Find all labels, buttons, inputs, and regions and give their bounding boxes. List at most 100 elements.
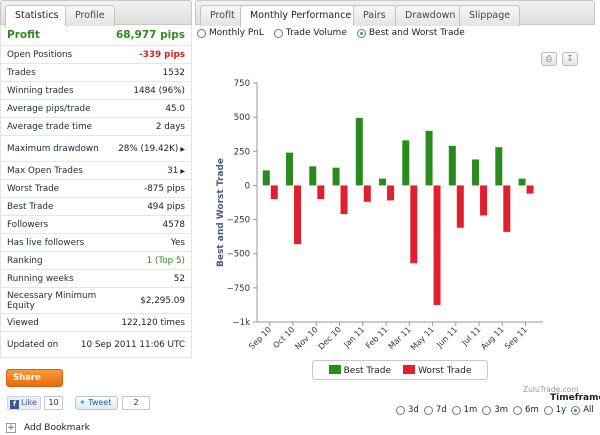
mode-best-worst-trade[interactable]: Best and Worst Trade (356, 28, 465, 38)
stat-label: Followers (7, 219, 49, 230)
timeframe-radio[interactable] (513, 405, 523, 415)
stat-label: Maximum drawdown (7, 143, 99, 154)
tab-slippage[interactable]: Slippage (459, 5, 521, 26)
stat-value: 10 Sep 2011 11:06 UTC (80, 339, 185, 350)
tweet-label: Tweet (88, 398, 112, 407)
bar-worst-trade (363, 185, 371, 202)
bookmark-label: Add Bookmark (24, 423, 90, 433)
facebook-like-button[interactable]: f Like (7, 396, 41, 410)
timeframe-radio[interactable] (543, 405, 553, 415)
tab-pairs[interactable]: Pairs (353, 5, 396, 26)
stat-value-wrap: Yes (171, 238, 185, 248)
stat-value-wrap: $2,295.09 (140, 296, 185, 306)
expand-arrow-icon[interactable]: ▶ (180, 145, 185, 153)
stat-label: Viewed (7, 317, 39, 328)
stat-value-wrap: 1532 (163, 68, 185, 78)
timeframe-option-label: 6m (525, 405, 539, 415)
chart-panel: Profit Monthly Performance Pairs Drawdow… (195, 0, 600, 435)
add-bookmark-link[interactable]: + Add Bookmark (6, 423, 90, 433)
stat-label: Worst Trade (7, 183, 60, 194)
print-icon[interactable]: ⎙ (541, 52, 557, 66)
timeframe-all[interactable]: All (571, 405, 594, 415)
radio-best-worst-trade[interactable] (356, 28, 366, 38)
timeframe-3d[interactable]: 3d (396, 405, 419, 415)
x-tick-label: Feb 11 (364, 325, 389, 350)
stat-label: Open Positions (7, 49, 73, 60)
stat-row: Necessary Minimum Equity $2,295.09 (1, 288, 191, 314)
timeframe-6m[interactable]: 6m (513, 405, 539, 415)
mode-label: Monthly PnL (209, 28, 264, 38)
y-tick-label: 750 (234, 79, 250, 89)
mode-monthly-pnl[interactable]: Monthly PnL (197, 28, 264, 38)
y-tick-label: −1k (233, 318, 251, 328)
stat-value-wrap: 2 days (156, 122, 185, 132)
stat-label: Has live followers (7, 237, 85, 248)
mode-label: Best and Worst Trade (368, 28, 465, 38)
expand-arrow-icon[interactable]: ▶ (180, 167, 185, 175)
stat-row: Average pips/trade 45.0 (1, 100, 191, 118)
timeframe-radio[interactable] (451, 405, 461, 415)
like-label: Like (21, 398, 37, 407)
bar-best-trade (332, 167, 340, 186)
statistics-table: Profit 68,977 pips Open Positions -339 pips… (0, 25, 192, 358)
tab-drawdown[interactable]: Drawdown (395, 5, 466, 26)
legend-item-worst[interactable]: Worst Trade (403, 364, 472, 376)
best-worst-trade-chart: 750 500 250 0 −250 −500 −750 −1k Best and Worst … (216, 79, 543, 352)
tab-profit[interactable]: Profit (200, 5, 245, 26)
mode-trade-volume[interactable]: Trade Volume (273, 28, 347, 38)
stat-label: Max Open Trades (7, 165, 83, 176)
timeframe-3m[interactable]: 3m (482, 405, 508, 415)
y-tick-label: 0 (245, 181, 250, 191)
facebook-icon: f (10, 400, 19, 409)
stat-value-wrap: 122,120 times (121, 318, 185, 328)
timeframe-1y[interactable]: 1y (543, 405, 566, 415)
stat-row[interactable]: Max Open Trades 31 ▶ (1, 162, 191, 180)
timeframe-label: Timeframe (550, 393, 600, 403)
left-tab-bar: Statistics Profile (0, 0, 192, 27)
timeframe-radio[interactable] (482, 405, 492, 415)
timeframe-7d[interactable]: 7d (423, 405, 447, 415)
tweet-button[interactable]: ✦ Tweet (75, 396, 118, 410)
statistics-panel: Statistics Profile Profit 68,977 pips Open… (0, 0, 192, 435)
bar-worst-trade (433, 185, 441, 305)
x-tick-label: Dec 10 (317, 325, 343, 351)
tab-statistics[interactable]: Statistics (5, 5, 69, 27)
stat-label: Profit (7, 29, 40, 41)
stat-row: Winning trades 1484 (96%) (1, 82, 191, 100)
download-icon[interactable]: ↧ (562, 52, 578, 66)
x-tick-label: Oct 10 (271, 325, 296, 350)
bar-worst-trade (526, 185, 534, 194)
stat-row: Average trade time 2 days (1, 118, 191, 136)
stat-label: Best Trade (7, 201, 54, 212)
timeframe-radio[interactable] (571, 405, 581, 415)
stat-row[interactable]: Maximum drawdown 28% (19.42K) ▶ (1, 136, 191, 162)
x-tick-label: Jan 11 (341, 325, 366, 350)
stat-row: Viewed 122,120 times (1, 314, 191, 332)
x-tick-label: Sep 11 (503, 325, 529, 351)
chart-legend: Best Trade Worst Trade (312, 360, 488, 380)
radio-trade-volume[interactable] (273, 28, 283, 38)
stat-value-wrap: 31 ▶ (167, 166, 185, 176)
tab-profile[interactable]: Profile (65, 5, 115, 26)
bar-worst-trade (340, 185, 348, 215)
tab-monthly-performance[interactable]: Monthly Performance (240, 5, 362, 27)
timeframe-radio[interactable] (396, 405, 405, 415)
stat-value-wrap: 52 (174, 274, 185, 284)
stat-row: Best Trade 494 pips (1, 198, 191, 216)
bar-worst-trade (480, 185, 488, 216)
legend-item-best[interactable]: Best Trade (328, 364, 391, 376)
timeframe-radio[interactable] (423, 405, 433, 415)
stat-value: Yes (170, 237, 185, 248)
legend-label-worst: Worst Trade (418, 365, 472, 376)
timeframe-option-label: 3d (408, 405, 419, 415)
bar-worst-trade (456, 185, 464, 228)
share-button[interactable]: Share (6, 369, 63, 387)
chart-mode-options: Monthly PnL Trade Volume Best and Worst … (197, 28, 465, 38)
bar-worst-trade (270, 185, 278, 200)
timeframe-1m[interactable]: 1m (451, 405, 477, 415)
stat-row: Has live followers Yes (1, 234, 191, 252)
stat-value-wrap: 1 (Top 5) (147, 256, 186, 266)
stat-row: Profit 68,977 pips (1, 25, 191, 46)
stat-label: Winning trades (7, 85, 74, 96)
radio-monthly-pnl[interactable] (197, 28, 206, 38)
